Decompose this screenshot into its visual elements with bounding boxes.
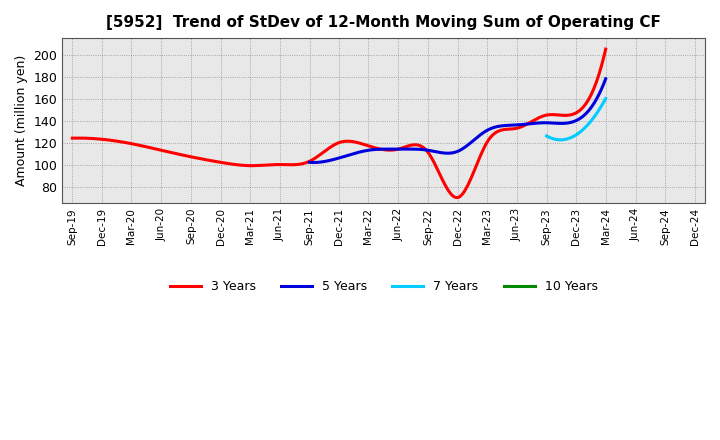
7 Years bbox=[557, 137, 565, 143]
Line: 5 Years: 5 Years bbox=[310, 79, 606, 162]
5 Years bbox=[309, 160, 318, 165]
3 Years bbox=[601, 47, 610, 52]
5 Years bbox=[402, 147, 411, 152]
3 Years bbox=[453, 195, 462, 200]
Legend: 3 Years, 5 Years, 7 Years, 10 Years: 3 Years, 5 Years, 7 Years, 10 Years bbox=[165, 275, 603, 298]
5 Years bbox=[521, 121, 530, 127]
7 Years bbox=[601, 96, 610, 101]
5 Years bbox=[492, 124, 501, 129]
7 Years bbox=[546, 135, 554, 140]
5 Years bbox=[601, 76, 610, 81]
Title: [5952]  Trend of StDev of 12-Month Moving Sum of Operating CF: [5952] Trend of StDev of 12-Month Moving… bbox=[107, 15, 661, 30]
3 Years bbox=[454, 194, 463, 200]
7 Years bbox=[553, 137, 562, 142]
7 Years bbox=[544, 135, 553, 140]
5 Years bbox=[305, 160, 314, 165]
3 Years bbox=[132, 142, 141, 147]
7 Years bbox=[542, 133, 551, 139]
3 Years bbox=[242, 163, 251, 168]
Line: 7 Years: 7 Years bbox=[546, 99, 606, 140]
5 Years bbox=[342, 153, 351, 158]
3 Years bbox=[68, 136, 76, 141]
5 Years bbox=[520, 122, 528, 127]
Line: 3 Years: 3 Years bbox=[72, 49, 606, 198]
3 Years bbox=[279, 162, 288, 167]
7 Years bbox=[558, 137, 567, 143]
7 Years bbox=[599, 101, 608, 106]
Y-axis label: Amount (million yen): Amount (million yen) bbox=[15, 55, 28, 186]
5 Years bbox=[423, 147, 432, 153]
7 Years bbox=[597, 104, 606, 110]
3 Years bbox=[457, 193, 466, 198]
3 Years bbox=[403, 143, 412, 149]
